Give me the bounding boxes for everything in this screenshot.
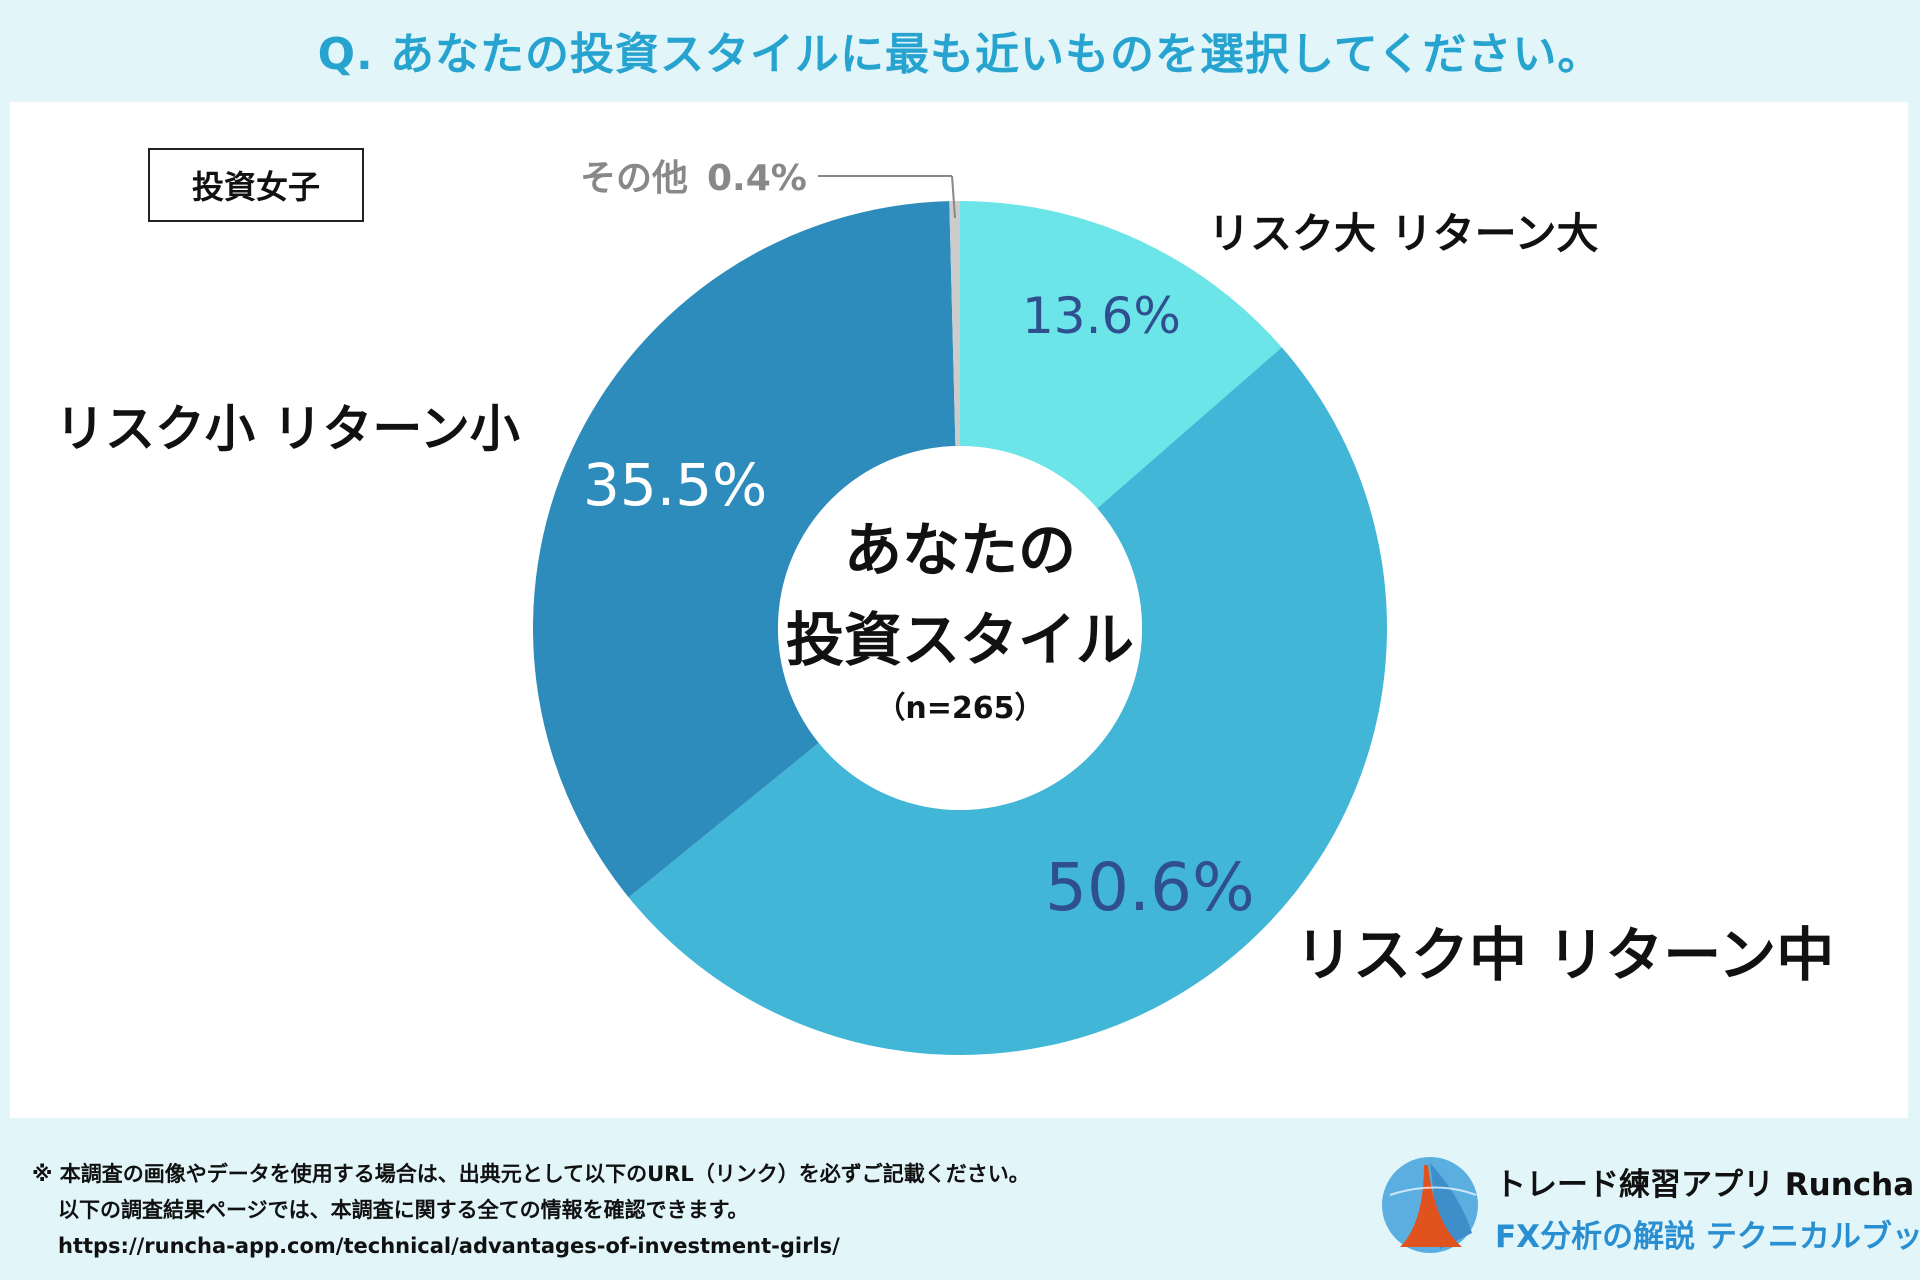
donut-hole bbox=[778, 446, 1142, 810]
slice-value-low: 35.5% bbox=[583, 451, 767, 519]
slice-low-risk bbox=[533, 201, 956, 898]
slice-label-other: その他 bbox=[580, 158, 688, 199]
center-title-line1: あなたの bbox=[844, 516, 1076, 584]
brand-block: トレード練習アプリ Runcha FX分析の解説 テクニカルブック bbox=[1380, 1155, 1920, 1265]
slices-group bbox=[533, 201, 1388, 1056]
slice-mid-risk bbox=[628, 347, 1388, 1056]
slice-value-other: 0.4% bbox=[707, 158, 807, 199]
source-url-link[interactable]: https://runcha-app.com/technical/advanta… bbox=[58, 1234, 840, 1258]
footer-line-1: ※ 本調査の画像やデータを使用する場合は、出典元として以下のURL（リンク）を必… bbox=[32, 1162, 1030, 1186]
chart-title: Q. あなたの投資スタイルに最も近いものを選択してください。 bbox=[317, 29, 1603, 80]
slice-other bbox=[949, 201, 960, 447]
slice-label-high: リスク大 リターン大 bbox=[1208, 209, 1599, 258]
center-title-line2: 投資スタイル bbox=[786, 606, 1134, 674]
segment-tag: 投資女子 bbox=[148, 148, 364, 222]
footer-line-2: 以下の調査結果ページでは、本調査に関する全ての情報を確認できます。 bbox=[58, 1198, 749, 1222]
runcha-logo-icon bbox=[1382, 1157, 1478, 1253]
slice-value-mid: 50.6% bbox=[1045, 849, 1255, 926]
center-subtitle: （n=265） bbox=[875, 691, 1044, 726]
slice-value-high: 13.6% bbox=[1022, 287, 1181, 345]
footer-note: ※ 本調査の画像やデータを使用する場合は、出典元として以下のURL（リンク）を必… bbox=[32, 1156, 1030, 1264]
slice-high-risk bbox=[960, 201, 1282, 509]
slice-label-mid: リスク中 リターン中 bbox=[1295, 921, 1834, 989]
brand-subtitle: FX分析の解説 テクニカルブック bbox=[1495, 1219, 1920, 1255]
slice-label-low: リスク小 リターン小 bbox=[55, 400, 520, 458]
brand-name: トレード練習アプリ Runcha bbox=[1495, 1167, 1915, 1203]
other-leader-line-v bbox=[951, 175, 956, 219]
